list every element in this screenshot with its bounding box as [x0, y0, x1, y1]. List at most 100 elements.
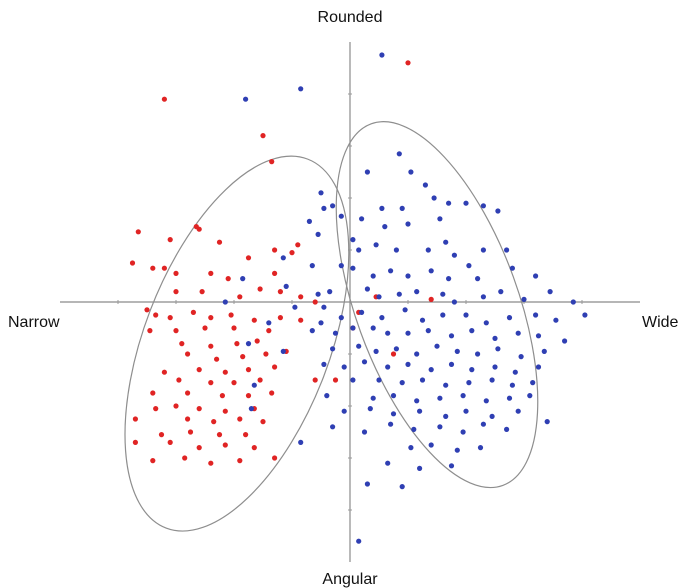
- scatter-point: [222, 442, 228, 448]
- scatter-point: [504, 426, 510, 432]
- scatter-point: [504, 247, 510, 253]
- scatter-point: [388, 268, 394, 274]
- scatter-point: [341, 364, 347, 370]
- scatter-point: [440, 291, 446, 297]
- scatter-point: [330, 424, 336, 430]
- scatter-point: [338, 263, 344, 269]
- scatter-point: [373, 348, 379, 354]
- scatter-point: [428, 442, 434, 448]
- scatter-point: [533, 312, 539, 318]
- scatter-point: [541, 348, 547, 354]
- scatter-point: [216, 239, 223, 245]
- scatter-point: [419, 377, 426, 383]
- scatter-point: [150, 390, 156, 396]
- scatter-point: [219, 393, 225, 399]
- scatter-point: [266, 320, 272, 326]
- scatter-point: [495, 208, 501, 214]
- scatter-point: [350, 377, 356, 383]
- scatter-point: [356, 247, 362, 253]
- scatter-point: [469, 367, 475, 373]
- scatter-point: [321, 205, 327, 211]
- cluster-ellipse: [335, 121, 539, 489]
- scatter-point: [489, 413, 495, 419]
- scatter-point: [405, 361, 411, 367]
- scatter-point: [173, 403, 179, 409]
- scatter-point: [153, 312, 159, 318]
- scatter-point: [364, 481, 370, 487]
- scatter-point: [527, 393, 533, 399]
- scatter-point: [272, 364, 278, 370]
- scatter-point: [463, 408, 469, 414]
- scatter-point: [240, 276, 246, 282]
- scatter-point: [422, 182, 428, 188]
- scatter-point: [443, 382, 449, 388]
- scatter-point: [364, 286, 370, 292]
- scatter-point: [428, 296, 434, 302]
- scatter-point: [475, 276, 481, 282]
- scatter-point: [425, 328, 431, 334]
- scatter-point: [158, 432, 165, 438]
- scatter-point: [408, 445, 414, 451]
- scatter-point: [428, 268, 434, 274]
- scatter-point: [506, 315, 513, 321]
- scatter-point: [437, 216, 443, 222]
- scatter-point: [495, 346, 501, 352]
- scatter-point: [254, 338, 260, 344]
- scatter-point: [582, 312, 588, 318]
- scatter-point: [272, 247, 278, 253]
- scatter-point: [187, 429, 194, 435]
- scatter-point: [382, 224, 388, 230]
- scatter-point: [393, 346, 399, 352]
- scatter-point: [405, 60, 411, 66]
- scatter-point: [454, 447, 460, 453]
- scatter-point: [399, 380, 405, 386]
- scatter-point: [251, 445, 257, 451]
- scatter-point: [448, 463, 455, 469]
- scatter-point: [315, 231, 321, 237]
- scatter-point: [185, 390, 191, 396]
- scatter-point: [466, 263, 472, 269]
- scatter-point: [533, 273, 539, 279]
- scatter-point: [243, 96, 249, 102]
- scatter-point: [237, 294, 243, 300]
- scatter-point: [477, 445, 484, 451]
- scatter-point: [417, 408, 423, 414]
- scatter-point: [266, 328, 272, 334]
- scatter-point: [379, 52, 385, 58]
- scatter-point: [272, 455, 278, 461]
- scatter-point: [356, 538, 362, 544]
- scatter-point: [446, 200, 452, 206]
- scatter-point: [190, 309, 196, 315]
- scatter-point: [132, 416, 138, 422]
- scatter-point: [562, 338, 568, 344]
- scatter-point: [214, 356, 220, 362]
- scatter-point: [396, 151, 402, 157]
- scatter-point: [263, 351, 269, 357]
- scatter-point: [135, 229, 141, 235]
- scatter-point: [405, 221, 411, 227]
- scatter-point: [483, 398, 489, 404]
- scatter-point: [370, 273, 376, 279]
- scatter-point: [408, 169, 414, 175]
- scatter-point: [341, 408, 347, 414]
- scatter-point: [321, 361, 327, 367]
- points-layer: [129, 52, 588, 544]
- scatter-point: [373, 242, 379, 248]
- scatter-point: [460, 393, 466, 399]
- scatter-point: [443, 239, 449, 245]
- scatter-point: [208, 343, 214, 349]
- scatter-point: [269, 159, 275, 165]
- scatter-point: [245, 255, 252, 261]
- scatter-point: [260, 133, 266, 139]
- scatter-point: [376, 294, 382, 300]
- scatter-point: [277, 289, 283, 295]
- scatter-point: [463, 312, 469, 318]
- scatter-point: [431, 195, 437, 201]
- scatter-point: [306, 218, 312, 224]
- scatter-point: [364, 169, 370, 175]
- scatter-point: [376, 377, 382, 383]
- scatter-point: [463, 200, 469, 206]
- scatter-point: [370, 395, 376, 401]
- scatter-point: [454, 348, 460, 354]
- scatter-point: [237, 458, 243, 464]
